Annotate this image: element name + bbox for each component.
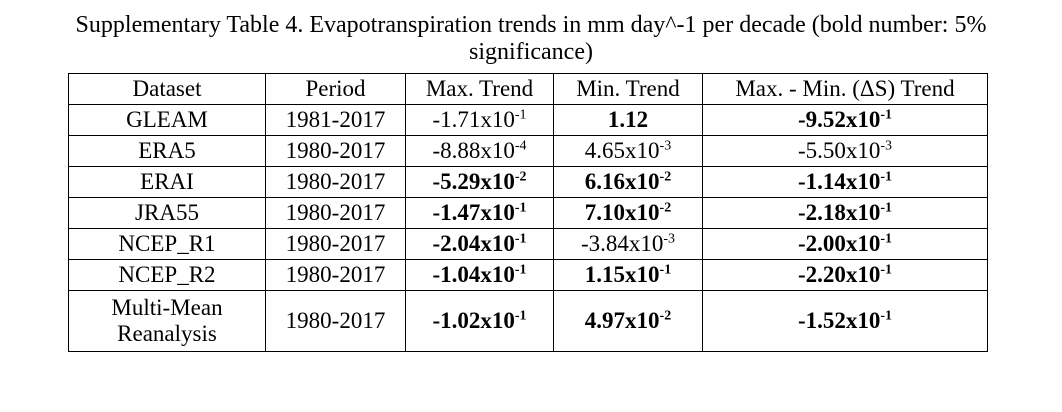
cell-min-trend: 4.65x10-3 bbox=[553, 135, 703, 167]
value-exponent: -3 bbox=[663, 231, 676, 247]
value-mantissa: 7.10x10 bbox=[584, 200, 660, 225]
cell-delta-s-trend: -2.18x10-1 bbox=[702, 197, 988, 229]
caption-line-1: Supplementary Table 4. Evapotranspiratio… bbox=[75, 12, 987, 38]
dataset-line-1: Multi-Mean bbox=[111, 295, 223, 320]
cell-min-trend: 4.97x10-2 bbox=[553, 290, 703, 352]
value-mantissa: -1.04x10 bbox=[432, 262, 515, 287]
value-mantissa: -1.14x10 bbox=[797, 169, 881, 194]
value-exponent: -2 bbox=[514, 169, 527, 185]
value-mantissa: -1.02x10 bbox=[432, 308, 515, 333]
cell-period: 1980-2017 bbox=[265, 290, 406, 352]
cell-min-trend: 6.16x10-2 bbox=[553, 166, 703, 198]
cell-dataset: NCEP_R2 bbox=[68, 259, 266, 291]
value-mantissa: -1.71x10 bbox=[432, 107, 515, 132]
cell-delta-s-trend: -9.52x10-1 bbox=[702, 104, 988, 136]
dataset-line-2: Reanalysis bbox=[117, 321, 217, 346]
caption-line-2: significance) bbox=[469, 39, 593, 65]
cell-period: 1980-2017 bbox=[265, 259, 406, 291]
value-mantissa: 1.15x10 bbox=[584, 262, 660, 287]
value-mantissa: -2.18x10 bbox=[797, 200, 881, 225]
cell-dataset: Multi-Mean Reanalysis bbox=[68, 290, 266, 352]
value-mantissa: -2.04x10 bbox=[432, 231, 515, 256]
value-exponent: -2 bbox=[659, 200, 672, 216]
cell-period: 1980-2017 bbox=[265, 166, 406, 198]
value-exponent: -1 bbox=[514, 200, 527, 216]
header-dataset: Dataset bbox=[68, 73, 266, 105]
cell-dataset: JRA55 bbox=[68, 197, 266, 229]
cell-period: 1981-2017 bbox=[265, 104, 406, 136]
cell-dataset: ERAI bbox=[68, 166, 266, 198]
value-exponent: -2 bbox=[659, 169, 672, 185]
value-exponent: -1 bbox=[514, 262, 527, 278]
cell-delta-s-trend: -5.50x10-3 bbox=[702, 135, 988, 167]
value-exponent: -1 bbox=[659, 262, 672, 278]
cell-max-trend: -1.71x10-1 bbox=[405, 104, 554, 136]
value-mantissa: 6.16x10 bbox=[584, 169, 660, 194]
value-exponent: -1 bbox=[880, 231, 893, 247]
cell-period: 1980-2017 bbox=[265, 228, 406, 260]
cell-max-trend: -1.47x10-1 bbox=[405, 197, 554, 229]
value-mantissa: -2.20x10 bbox=[797, 262, 881, 287]
table-row: ERA5 1980-2017 -8.88x10-4 4.65x10-3 -5.50x10… bbox=[68, 135, 988, 167]
value-mantissa: -8.88x10 bbox=[432, 138, 515, 163]
cell-delta-s-trend: -1.52x10-1 bbox=[702, 290, 988, 352]
header-period: Period bbox=[265, 73, 406, 105]
cell-period: 1980-2017 bbox=[265, 135, 406, 167]
cell-min-trend: 1.12 bbox=[553, 104, 703, 136]
value-exponent: -1 bbox=[880, 107, 893, 123]
cell-dataset: NCEP_R1 bbox=[68, 228, 266, 260]
value-exponent: -3 bbox=[880, 138, 893, 154]
cell-max-trend: -5.29x10-2 bbox=[405, 166, 554, 198]
value-exponent: -2 bbox=[659, 308, 672, 324]
cell-delta-s-trend: -1.14x10-1 bbox=[702, 166, 988, 198]
table-row: JRA55 1980-2017 -1.47x10-1 7.10x10-2 -2.18x1… bbox=[68, 197, 988, 229]
table-row: Multi-Mean Reanalysis 1980-2017 -1.02x10-1 4… bbox=[68, 290, 988, 352]
cell-dataset: GLEAM bbox=[68, 104, 266, 136]
value-mantissa: -2.00x10 bbox=[797, 231, 881, 256]
value-exponent: -3 bbox=[659, 138, 672, 154]
cell-max-trend: -2.04x10-1 bbox=[405, 228, 554, 260]
table-row: NCEP_R1 1980-2017 -2.04x10-1 -3.84x10-3 -2.0… bbox=[68, 228, 988, 260]
value-mantissa: -3.84x10 bbox=[580, 231, 664, 256]
cell-period: 1980-2017 bbox=[265, 197, 406, 229]
value-exponent: -4 bbox=[514, 138, 527, 154]
cell-delta-s-trend: -2.00x10-1 bbox=[702, 228, 988, 260]
value-exponent: -1 bbox=[880, 308, 893, 324]
value-exponent: -1 bbox=[880, 169, 893, 185]
cell-max-trend: -8.88x10-4 bbox=[405, 135, 554, 167]
value-exponent: -1 bbox=[514, 231, 527, 247]
header-delta-s-trend: Max. - Min. (ΔS) Trend bbox=[702, 73, 988, 105]
table-row: ERAI 1980-2017 -5.29x10-2 6.16x10-2 -1.14x10… bbox=[68, 166, 988, 198]
value-exponent: -1 bbox=[880, 262, 893, 278]
table-row: GLEAM 1981-2017 -1.71x10-1 1.12 -9.52x10-1 bbox=[68, 104, 988, 136]
cell-max-trend: -1.04x10-1 bbox=[405, 259, 554, 291]
header-max-trend: Max. Trend bbox=[405, 73, 554, 105]
cell-min-trend: -3.84x10-3 bbox=[553, 228, 703, 260]
cell-delta-s-trend: -2.20x10-1 bbox=[702, 259, 988, 291]
evapotranspiration-trends-table: Dataset Period Max. Trend Min. Trend Max… bbox=[68, 73, 988, 352]
value-mantissa: 1.12 bbox=[607, 107, 649, 132]
cell-min-trend: 7.10x10-2 bbox=[553, 197, 703, 229]
cell-min-trend: 1.15x10-1 bbox=[553, 259, 703, 291]
header-min-trend: Min. Trend bbox=[553, 73, 703, 105]
header-row: Dataset Period Max. Trend Min. Trend Max… bbox=[68, 73, 988, 105]
value-mantissa: -5.29x10 bbox=[432, 169, 515, 194]
table-row: NCEP_R2 1980-2017 -1.04x10-1 1.15x10-1 -2.20… bbox=[68, 259, 988, 291]
value-exponent: -1 bbox=[514, 107, 527, 123]
value-mantissa: -5.50x10 bbox=[797, 138, 881, 163]
value-mantissa: 4.65x10 bbox=[584, 138, 660, 163]
cell-max-trend: -1.02x10-1 bbox=[405, 290, 554, 352]
cell-dataset: ERA5 bbox=[68, 135, 266, 167]
value-mantissa: 4.97x10 bbox=[584, 308, 660, 333]
value-mantissa: -1.52x10 bbox=[797, 308, 881, 333]
value-mantissa: -9.52x10 bbox=[797, 107, 881, 132]
table-caption: Supplementary Table 4. Evapotranspiratio… bbox=[20, 12, 1042, 66]
value-exponent: -1 bbox=[880, 200, 893, 216]
value-exponent: -1 bbox=[514, 308, 527, 324]
value-mantissa: -1.47x10 bbox=[432, 200, 515, 225]
